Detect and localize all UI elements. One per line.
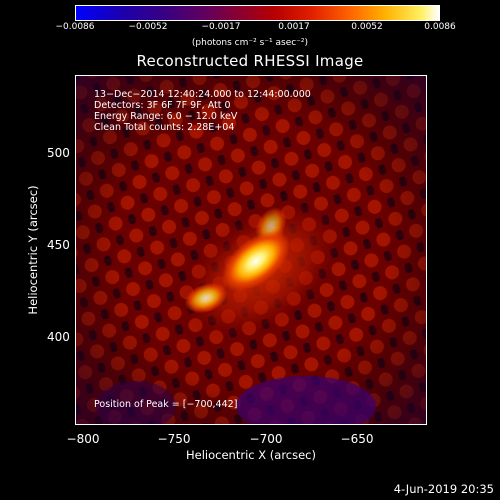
y-tick: 500 — [47, 146, 70, 160]
x-axis-label: Heliocentric X (arcsec) — [186, 448, 316, 462]
colorbar-tick: 0.0017 — [278, 22, 310, 32]
detectors-info: Detectors: 3F 6F 7F 9F, Att 0 — [94, 100, 231, 111]
x-tick: −750 — [157, 432, 191, 446]
x-tick: −700 — [249, 432, 283, 446]
colorbar-tick: 0.0086 — [424, 22, 456, 32]
y-tick: 450 — [47, 238, 70, 252]
rhessi-image — [75, 75, 427, 425]
y-axis-label: Heliocentric Y (arcsec) — [26, 185, 40, 315]
energy-range: Energy Range: 6.0 − 12.0 keV — [94, 111, 238, 122]
clean-counts: Clean Total counts: 2.28E+04 — [94, 122, 235, 133]
y-tick: 400 — [47, 330, 70, 344]
image-canvas — [76, 76, 426, 424]
colorbar-tick: −0.0017 — [201, 22, 241, 32]
colorbar-tick: −0.0086 — [55, 22, 95, 32]
x-tick: −800 — [66, 432, 100, 446]
colorbar-unit: (photons cm⁻² s⁻¹ asec⁻²) — [191, 38, 309, 48]
footer-date: 4-Jun-2019 20:35 — [393, 482, 494, 496]
peak-position: Position of Peak = [−700,442] — [94, 399, 238, 410]
image-title: Reconstructed RHESSI Image — [136, 52, 364, 70]
colorbar-tick: 0.0052 — [351, 22, 383, 32]
x-tick: −650 — [340, 432, 374, 446]
observation-time: 13−Dec−2014 12:40:24.000 to 12:44:00.000 — [94, 89, 311, 100]
colorbar-tick: −0.0052 — [128, 22, 168, 32]
colorbar — [75, 5, 440, 21]
